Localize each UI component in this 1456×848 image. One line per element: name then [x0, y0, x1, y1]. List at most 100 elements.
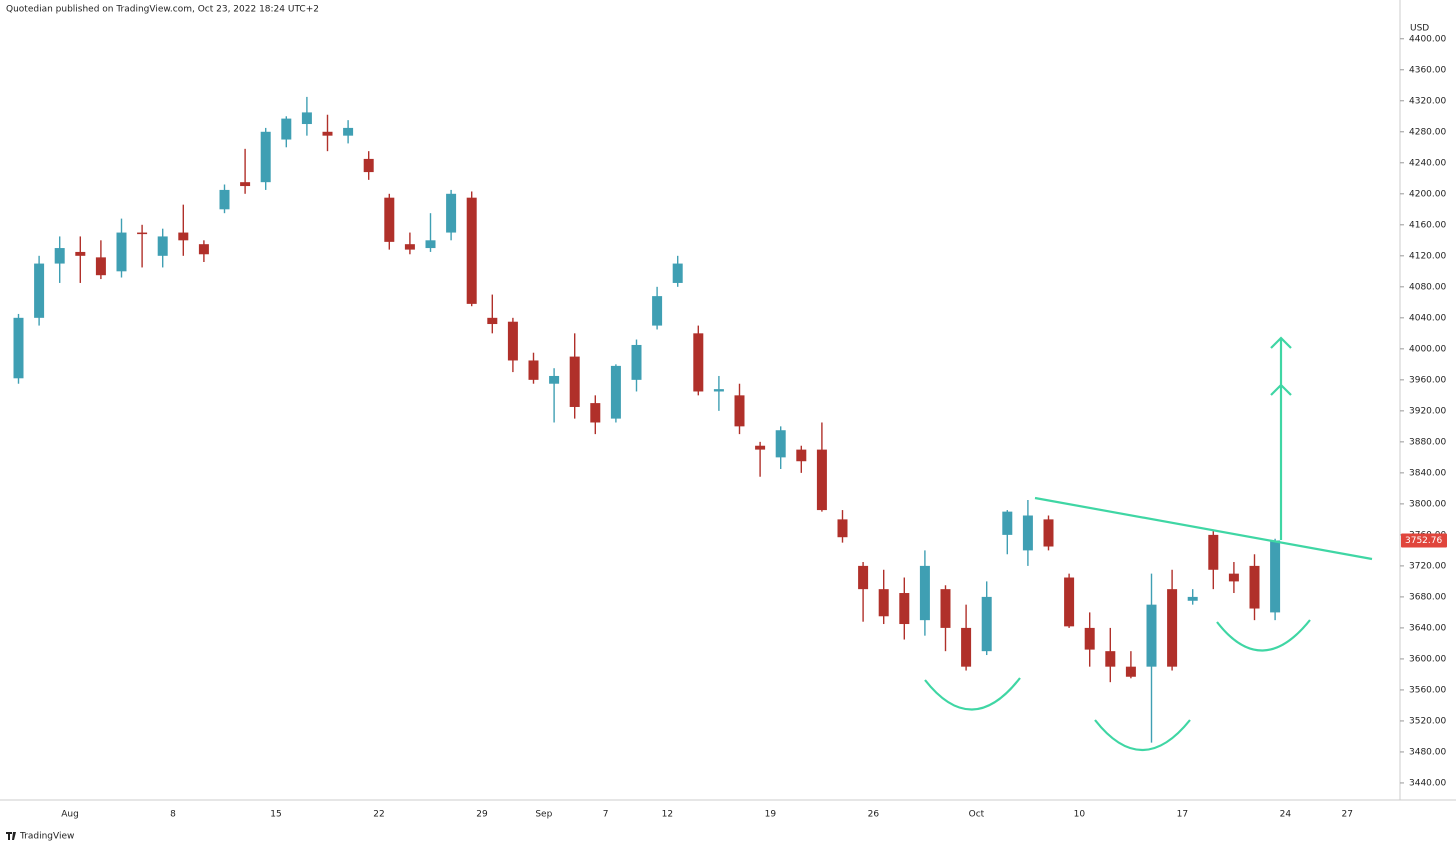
y-tick-label: 4400.00 — [1409, 34, 1446, 44]
candle-body — [569, 356, 580, 407]
x-tick-label: 19 — [765, 810, 777, 820]
candle-body — [878, 589, 889, 617]
candle-body — [919, 565, 930, 621]
candle-body — [816, 449, 827, 511]
publish-line: Quotedian published on TradingView.com, … — [6, 5, 319, 15]
candle-body — [590, 403, 601, 423]
x-tick-label: 10 — [1074, 810, 1086, 820]
y-tick-label: 4120.00 — [1409, 251, 1446, 261]
candle-body — [137, 232, 148, 235]
candle-body — [631, 344, 642, 380]
y-tick-label: 3720.00 — [1409, 561, 1446, 571]
y-tick-label: 3600.00 — [1409, 654, 1446, 664]
candle-body — [219, 189, 230, 210]
candle-body — [1043, 519, 1054, 547]
y-tick-label: 4000.00 — [1409, 344, 1446, 354]
y-tick-label: 3520.00 — [1409, 716, 1446, 726]
candle-body — [157, 236, 168, 256]
candle-body — [1146, 604, 1157, 667]
candle-body — [343, 127, 354, 136]
footer: TradingView — [19, 832, 74, 842]
y-tick-label: 4280.00 — [1409, 127, 1446, 137]
candle-body — [13, 317, 24, 379]
candle-body — [301, 112, 312, 125]
x-tick-label: 24 — [1280, 810, 1292, 820]
candle-body — [384, 197, 395, 242]
candle-body — [116, 232, 127, 272]
candle-body — [528, 360, 539, 380]
x-tick-label: Oct — [969, 810, 985, 820]
candle-body — [734, 395, 745, 427]
x-tick-label: Sep — [535, 810, 552, 820]
y-tick-label: 3960.00 — [1409, 375, 1446, 385]
candles — [13, 96, 1281, 743]
candle-body — [899, 593, 910, 625]
x-tick-label: 17 — [1177, 810, 1188, 820]
x-tick-label: 12 — [662, 810, 673, 820]
candle-body — [961, 627, 972, 667]
candle-body — [487, 317, 498, 325]
candle-body — [1208, 534, 1219, 570]
candle-body — [95, 257, 106, 276]
candle-body — [404, 244, 415, 250]
x-tick-label: Aug — [61, 810, 79, 820]
candle-body — [1270, 540, 1281, 613]
candle-body — [178, 232, 189, 241]
candle-body — [755, 445, 766, 450]
x-tick-label: 8 — [170, 810, 176, 820]
candle-body — [281, 118, 292, 140]
y-tick-label: 3560.00 — [1409, 685, 1446, 695]
candle-body — [446, 193, 457, 233]
head-arc — [1094, 719, 1191, 752]
candle-body — [672, 263, 683, 283]
candle-body — [240, 182, 251, 187]
y-tick-label: 3880.00 — [1409, 437, 1446, 447]
candle-body — [260, 131, 271, 183]
y-tick-label: 3640.00 — [1409, 623, 1446, 633]
y-tick-label: 4240.00 — [1409, 158, 1446, 168]
candle-body — [1228, 573, 1239, 582]
candle-body — [322, 131, 333, 136]
candle-body — [507, 321, 518, 361]
candle-body — [1002, 511, 1013, 535]
candle-body — [1105, 651, 1116, 667]
y-tick-label: 4040.00 — [1409, 313, 1446, 323]
candle-body — [610, 365, 621, 419]
candle-body — [54, 248, 65, 264]
y-tick-label: 4200.00 — [1409, 189, 1446, 199]
target-arrow — [1270, 336, 1292, 540]
y-tick-label: 3920.00 — [1409, 406, 1446, 416]
candle-body — [34, 263, 45, 318]
candle-body — [1249, 565, 1260, 609]
y-tick-label: 4160.00 — [1409, 220, 1446, 230]
candle-body — [1167, 589, 1178, 667]
candle-body — [775, 430, 786, 458]
y-tick-label: 3680.00 — [1409, 592, 1446, 602]
candle-body — [858, 565, 869, 590]
left-shoulder-arc — [924, 677, 1021, 711]
candle-body — [198, 244, 209, 255]
candle-body — [940, 589, 951, 628]
last-price-box — [1401, 533, 1447, 548]
right-shoulder-arc — [1216, 619, 1311, 652]
candle-body — [425, 240, 436, 249]
candle-body — [549, 375, 560, 384]
currency: USD — [1410, 24, 1429, 34]
candle-body — [796, 449, 807, 462]
neckline — [1034, 496, 1373, 561]
candle-body — [693, 333, 704, 392]
logo — [6, 832, 16, 840]
y-tick-label: 4080.00 — [1409, 282, 1446, 292]
candle-body — [981, 596, 992, 652]
x-tick-label: 22 — [373, 810, 384, 820]
candle-body — [466, 197, 477, 304]
y-tick-label: 4320.00 — [1409, 96, 1446, 106]
candle-body — [713, 389, 724, 392]
y-tick-label: 3840.00 — [1409, 468, 1446, 478]
candle-body — [363, 158, 374, 173]
candle-body — [652, 296, 663, 326]
x-tick-label: 7 — [603, 810, 609, 820]
candle-body — [1084, 627, 1095, 650]
